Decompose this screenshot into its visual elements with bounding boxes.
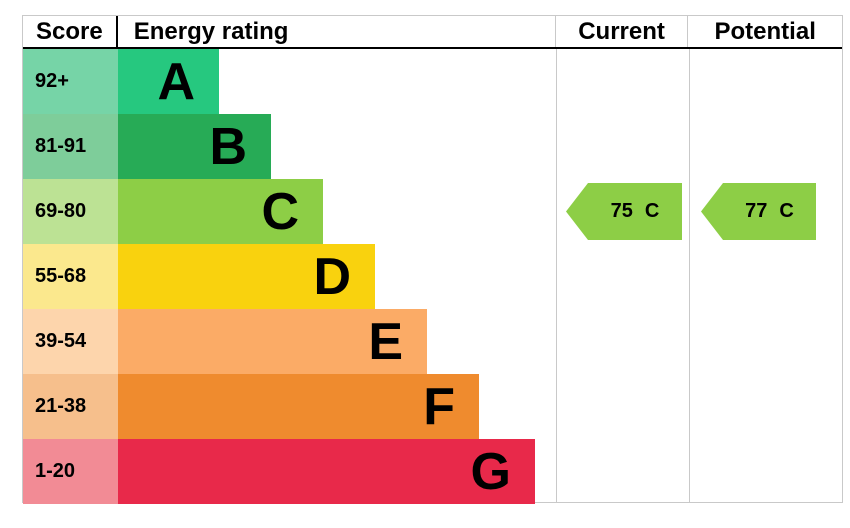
rating-bar-b: B <box>118 114 271 179</box>
rating-letter-d: D <box>313 247 351 306</box>
band-row-a: 92+ A <box>23 49 842 114</box>
rating-bar-e: E <box>118 309 427 374</box>
rating-letter-a: A <box>157 52 195 111</box>
score-range-c: 69-80 <box>23 179 118 244</box>
rating-bar-c: C <box>118 179 323 244</box>
rating-letter-g: G <box>470 442 511 501</box>
score-range-d: 55-68 <box>23 244 118 309</box>
current-column-header: Current <box>554 16 688 47</box>
score-range-e: 39-54 <box>23 309 118 374</box>
rating-letter-e: E <box>368 312 403 371</box>
current-rating-band: C <box>644 200 660 222</box>
rating-bar-g: G <box>118 439 535 504</box>
potential-column-divider <box>689 49 690 502</box>
score-range-b: 81-91 <box>23 114 118 179</box>
rating-letter-f: F <box>423 377 455 436</box>
band-row-e: 39-54 E <box>23 309 842 374</box>
rating-bands: 92+ A 81-91 B 69-80 C 55-68 D <box>23 49 842 504</box>
score-range-a: 92+ <box>23 49 118 114</box>
score-range-f: 21-38 <box>23 374 118 439</box>
band-row-c: 69-80 C <box>23 179 842 244</box>
energy-rating-column-header: Energy rating <box>133 17 289 45</box>
rating-bar-f: F <box>118 374 479 439</box>
current-rating-arrow: 75 C <box>566 183 682 240</box>
band-row-b: 81-91 B <box>23 114 842 179</box>
score-column-header: Score <box>23 16 118 47</box>
rating-bar-d: D <box>118 244 375 309</box>
current-column-divider <box>556 49 557 502</box>
rating-bar-a: A <box>118 49 219 114</box>
band-row-g: 1-20 G <box>23 439 842 504</box>
potential-rating-arrow: 77 C <box>701 183 816 240</box>
potential-column-header: Potential <box>687 16 842 47</box>
potential-rating-band: C <box>779 200 794 222</box>
rating-letter-c: C <box>261 182 299 241</box>
score-range-g: 1-20 <box>23 439 118 504</box>
band-row-f: 21-38 F <box>23 374 842 439</box>
epc-rating-chart: Score Energy rating Current Potential 92… <box>22 15 843 504</box>
band-row-d: 55-68 D <box>23 244 842 309</box>
rating-letter-b: B <box>209 117 247 176</box>
current-rating-value: 75 <box>610 200 633 222</box>
potential-rating-value: 77 <box>745 200 768 222</box>
chart-header: Score Energy rating Current Potential <box>23 16 842 49</box>
